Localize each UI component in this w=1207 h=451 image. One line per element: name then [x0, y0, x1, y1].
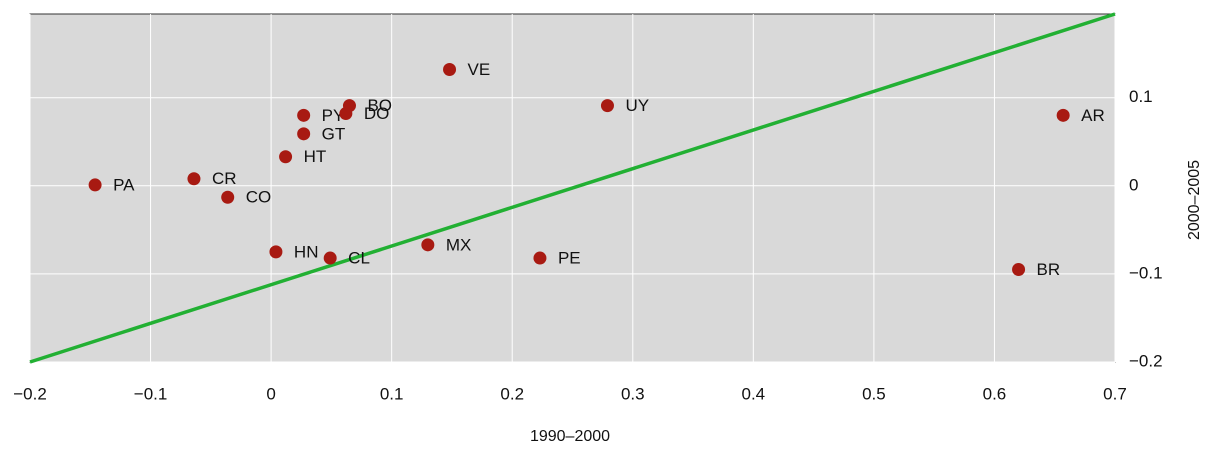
y-tick-label: 0	[1129, 175, 1138, 194]
point	[279, 150, 293, 164]
point-label: CR	[212, 169, 237, 188]
point-label: BO	[367, 96, 392, 115]
y-tick-label: −0.1	[1129, 263, 1163, 282]
point-label: PA	[113, 175, 135, 194]
point	[88, 178, 102, 192]
point-label: AR	[1081, 106, 1105, 125]
point	[297, 127, 311, 141]
point-label: VE	[468, 60, 491, 79]
point-label: PY	[322, 106, 345, 125]
point-label: DO	[364, 104, 390, 123]
x-tick-label: 0.3	[621, 384, 645, 403]
point	[1056, 108, 1070, 122]
x-tick-label: 0.4	[742, 384, 766, 403]
point	[443, 63, 457, 77]
point-label: UY	[625, 96, 649, 115]
point	[421, 238, 435, 252]
x-axis-label: 1990–2000	[530, 428, 610, 445]
point	[269, 245, 283, 259]
point-label: PE	[558, 249, 581, 268]
point-label: CO	[246, 188, 272, 207]
point-label: GT	[322, 124, 346, 143]
point	[323, 251, 337, 265]
x-tick-label: 0.2	[500, 384, 524, 403]
y-tick-label: −0.2	[1129, 351, 1163, 370]
point-label: HN	[294, 242, 319, 261]
point	[342, 99, 356, 113]
point-label: HT	[304, 147, 327, 166]
x-tick-label: 0.7	[1103, 384, 1127, 403]
point-label: BR	[1037, 260, 1061, 279]
x-tick-label: −0.2	[13, 384, 47, 403]
reference-line	[29, 12, 1116, 364]
point-label: MX	[446, 235, 472, 254]
x-tick-label: 0.1	[380, 384, 404, 403]
x-tick-label: −0.1	[134, 384, 168, 403]
x-tick-label: 0	[266, 384, 275, 403]
x-tick-label: 0.6	[983, 384, 1007, 403]
point	[297, 108, 311, 122]
point	[533, 251, 547, 265]
y-axis-label: 2000–2005	[1186, 160, 1203, 240]
y-tick-label: 0.1	[1129, 87, 1153, 106]
x-tick-label: 0.5	[862, 384, 886, 403]
point	[221, 190, 235, 204]
point-label: CL	[348, 249, 370, 268]
point	[600, 99, 614, 113]
point	[1012, 262, 1026, 276]
point	[187, 172, 201, 186]
